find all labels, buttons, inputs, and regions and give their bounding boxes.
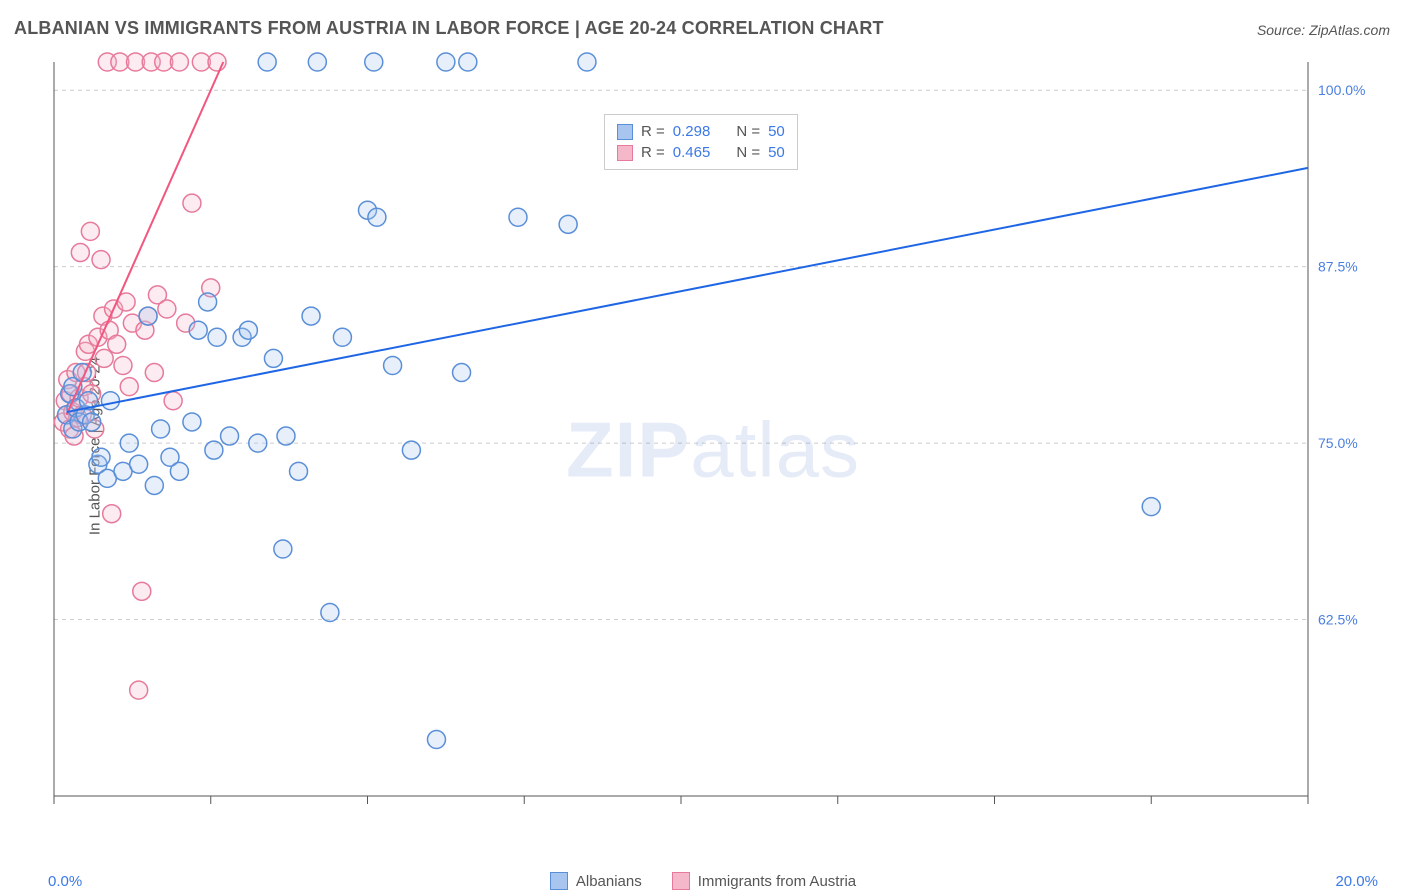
r-value-austria: 0.465 [673,144,711,161]
r-value-albanians: 0.298 [673,123,711,140]
legend-swatch-albanians-bottom [550,872,568,890]
n-label: N = [736,123,760,140]
correlation-chart: ALBANIAN VS IMMIGRANTS FROM AUSTRIA IN L… [0,0,1406,892]
n-label: N = [736,144,760,161]
chart-title: ALBANIAN VS IMMIGRANTS FROM AUSTRIA IN L… [14,18,884,39]
legend-label-albanians: Albanians [576,873,642,890]
legend-stats-row-austria: R = 0.465 N = 50 [617,142,785,163]
legend-series: Albanians Immigrants from Austria [0,872,1406,890]
plot-svg: 62.5% 75.0% 87.5% 100.0% [48,56,1378,826]
legend-swatch-austria-bottom [672,872,690,890]
legend-item-albanians: Albanians [550,872,642,890]
r-label: R = [641,144,665,161]
svg-text:62.5%: 62.5% [1318,612,1358,628]
source-label: Source: ZipAtlas.com [1257,22,1390,38]
legend-swatch-albanians [617,124,633,140]
svg-text:100.0%: 100.0% [1318,82,1365,98]
plot-area: 62.5%75.0%87.5%100.0% ZIPatlas R = 0.298… [48,56,1378,826]
legend-swatch-austria [617,145,633,161]
legend-stats: R = 0.298 N = 50 R = 0.465 N = 50 [604,114,798,170]
legend-stats-row-albanians: R = 0.298 N = 50 [617,121,785,142]
legend-item-austria: Immigrants from Austria [672,872,856,890]
n-value-albanians: 50 [768,123,785,140]
legend-label-austria: Immigrants from Austria [698,873,856,890]
n-value-austria: 50 [768,144,785,161]
r-label: R = [641,123,665,140]
svg-text:75.0%: 75.0% [1318,435,1358,451]
svg-text:87.5%: 87.5% [1318,259,1358,275]
